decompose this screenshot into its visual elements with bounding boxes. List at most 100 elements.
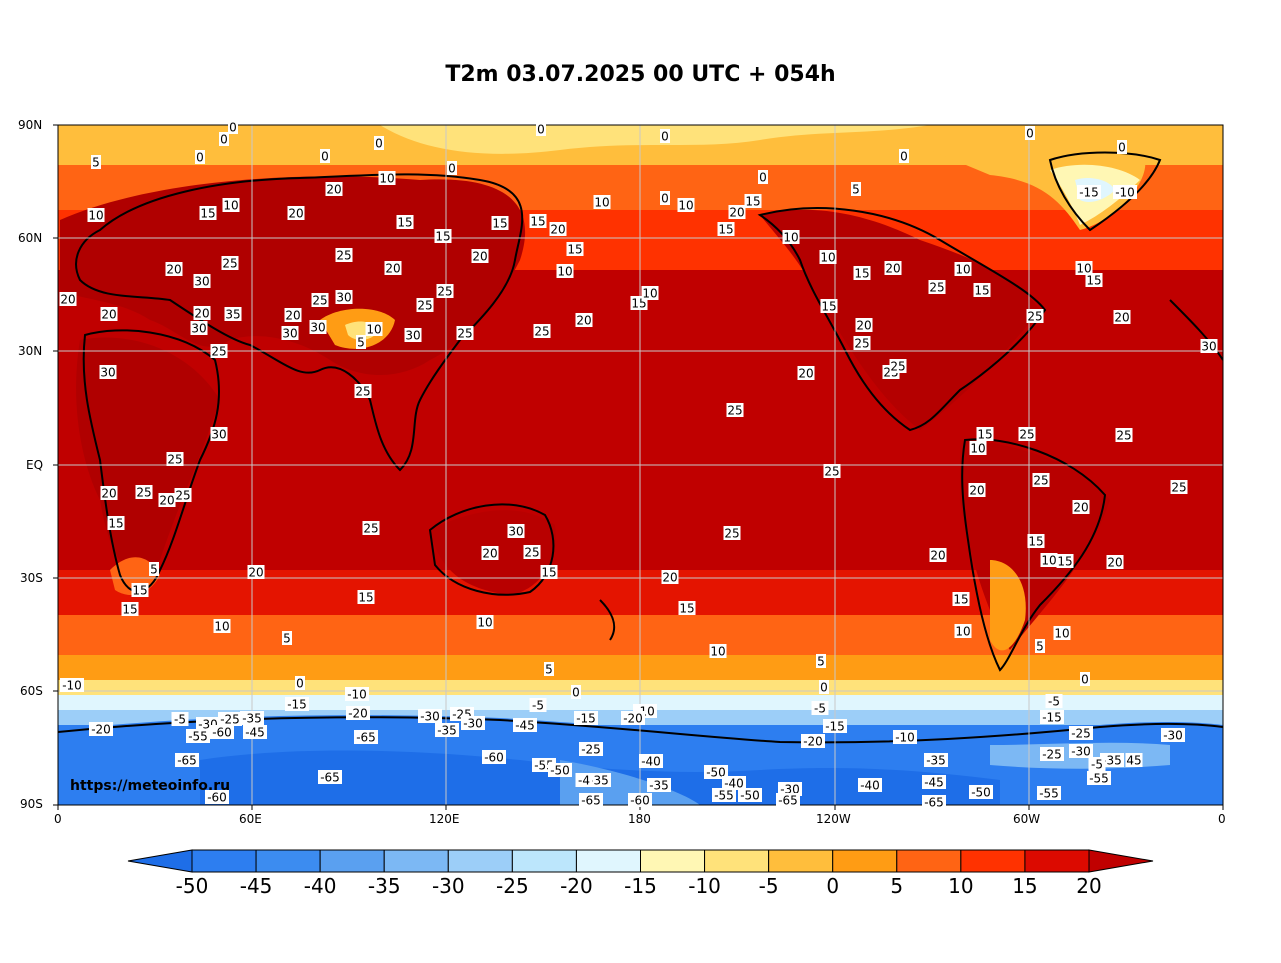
svg-text:0: 0 (196, 151, 204, 165)
svg-text:20: 20 (729, 206, 744, 220)
contour-label: 0 (660, 191, 670, 206)
svg-text:15: 15 (977, 428, 992, 442)
svg-text:-20: -20 (91, 723, 111, 737)
svg-text:20: 20 (60, 293, 75, 307)
contour-label: 10 (709, 644, 727, 659)
contour-label: 0 (758, 170, 768, 185)
svg-text:20: 20 (856, 319, 871, 333)
contour-label: -45 (243, 725, 267, 740)
contour-label: 30 (309, 320, 327, 335)
svg-text:15: 15 (200, 207, 215, 221)
svg-text:15: 15 (108, 517, 123, 531)
svg-text:10: 10 (223, 199, 238, 213)
svg-text:30: 30 (405, 329, 420, 343)
svg-text:25: 25 (417, 299, 432, 313)
contour-label: -15 (1040, 710, 1064, 725)
svg-text:-35: -35 (242, 712, 262, 726)
svg-text:10: 10 (88, 209, 103, 223)
contour-label: -5 (811, 701, 829, 716)
svg-text:20: 20 (662, 571, 677, 585)
svg-text:20: 20 (326, 183, 341, 197)
svg-text:-60: -60 (207, 791, 227, 805)
svg-text:20: 20 (472, 250, 487, 264)
svg-text:25: 25 (890, 360, 905, 374)
svg-text:-20: -20 (803, 735, 823, 749)
svg-text:10: 10 (366, 323, 381, 337)
contour-label: -20 (621, 711, 645, 726)
svg-text:5: 5 (150, 563, 158, 577)
svg-text:-10: -10 (347, 688, 367, 702)
contour-label: -35 (924, 753, 948, 768)
contour-label: 20 (855, 318, 873, 333)
contour-label: 20 (100, 307, 118, 322)
contour-label: 20 (100, 486, 118, 501)
contour-label: 25 (221, 256, 239, 271)
svg-text:30: 30 (194, 275, 209, 289)
svg-text:-55: -55 (1039, 787, 1059, 801)
svg-text:-35: -35 (1102, 754, 1122, 768)
svg-text:20: 20 (194, 307, 209, 321)
svg-text:20: 20 (550, 223, 565, 237)
svg-text:20: 20 (930, 549, 945, 563)
contour-label: 20 (284, 308, 302, 323)
contour-label: -35 (1100, 753, 1124, 768)
contour-label: 15 (744, 194, 762, 209)
svg-text:0: 0 (448, 162, 456, 176)
contour-label: 5 (91, 155, 101, 170)
contour-label: -25 (1040, 747, 1064, 762)
contour-label: 25 (1032, 473, 1050, 488)
contour-label: -45 (922, 775, 946, 790)
svg-text:-5: -5 (1091, 758, 1103, 772)
svg-text:0: 0 (661, 192, 669, 206)
contour-label: 25 (166, 452, 184, 467)
contour-label: 30 (507, 524, 525, 539)
contour-label: -4 (575, 773, 593, 788)
lon-label-0: 0 (54, 812, 62, 826)
contour-label: 20 (1072, 500, 1090, 515)
svg-text:0: 0 (537, 123, 545, 137)
lat-label-eq: EQ (26, 458, 44, 472)
contour-label: -50 (738, 788, 762, 803)
contour-label: -65 (175, 753, 199, 768)
svg-text:-25: -25 (581, 743, 601, 757)
svg-text:-65: -65 (581, 794, 601, 808)
svg-text:0: 0 (321, 150, 329, 164)
contour-label: 10 (641, 286, 659, 301)
colorbar-extend-low (127, 849, 193, 873)
svg-text:10: 10 (710, 645, 725, 659)
contour-label: -25 (579, 742, 603, 757)
svg-text:-5: -5 (1048, 695, 1060, 709)
lat-label-60n: 60N (18, 231, 43, 245)
svg-text:25: 25 (1027, 310, 1042, 324)
svg-text:20: 20 (482, 547, 497, 561)
svg-text:10: 10 (477, 616, 492, 630)
contour-label: 0 (219, 132, 229, 147)
svg-text:-25: -25 (1071, 727, 1091, 741)
svg-text:20: 20 (969, 484, 984, 498)
contour-label: 20 (1113, 310, 1131, 325)
contour-label: 10 (87, 208, 105, 223)
svg-text:30: 30 (100, 366, 115, 380)
svg-text:25: 25 (1019, 428, 1034, 442)
svg-text:30: 30 (1201, 340, 1216, 354)
svg-text:25: 25 (727, 404, 742, 418)
colorbar-segment (191, 849, 257, 873)
contour-label: 25 (523, 545, 541, 560)
colorbar-segment (447, 849, 513, 873)
svg-text:25: 25 (363, 522, 378, 536)
contour-label: 20 (193, 306, 211, 321)
contour-label: 0 (374, 136, 384, 151)
svg-text:0: 0 (296, 677, 304, 691)
contour-label: 25 (210, 344, 228, 359)
svg-text:20: 20 (885, 262, 900, 276)
lon-label-60w: 60W (1013, 812, 1041, 826)
svg-text:-25: -25 (220, 713, 240, 727)
contour-label: 0 (1117, 140, 1127, 155)
contour-label: -60 (482, 750, 506, 765)
svg-text:-50: -50 (550, 764, 570, 778)
svg-text:10: 10 (820, 251, 835, 265)
svg-text:5: 5 (92, 156, 100, 170)
contour-label: -25 (218, 712, 242, 727)
svg-text:-35: -35 (649, 779, 669, 793)
svg-text:0: 0 (1081, 673, 1089, 687)
